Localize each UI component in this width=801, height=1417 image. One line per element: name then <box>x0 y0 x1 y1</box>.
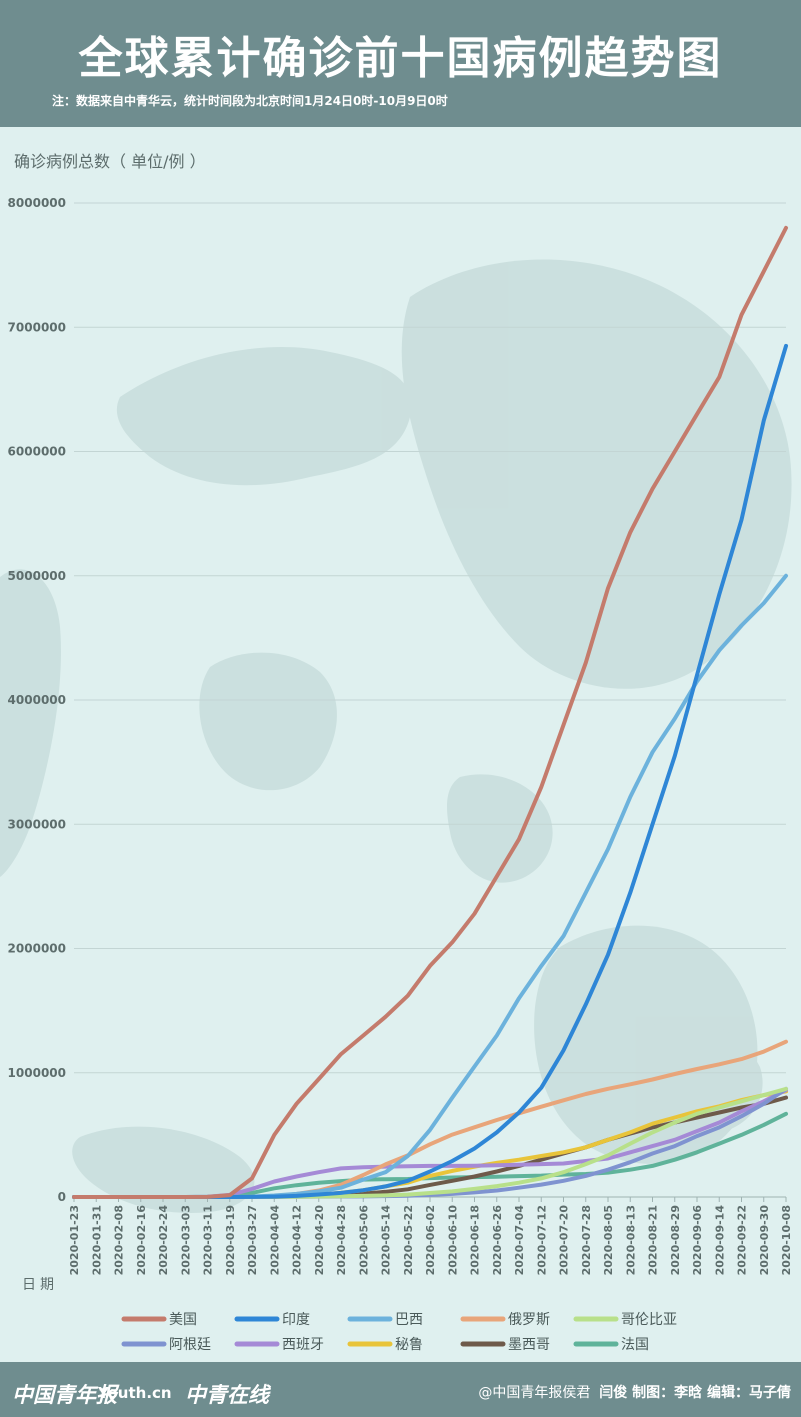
x-tick-label: 2020-03-11 <box>202 1205 215 1275</box>
legend-label: 法国 <box>621 1337 649 1353</box>
x-tick-label: 2020-06-02 <box>424 1205 437 1275</box>
credits-text: 闫俊 制图：李晗 编辑：马子倩 <box>599 1385 791 1401</box>
x-tick-label: 2020-07-28 <box>580 1205 593 1275</box>
x-tick-label: 2020-09-14 <box>713 1205 726 1276</box>
x-tick-label: 2020-08-29 <box>669 1205 682 1275</box>
y-tick-label: 3000000 <box>8 817 66 831</box>
logo-cyd: 中国青年报 <box>12 1382 117 1407</box>
legend-label: 美国 <box>169 1312 197 1328</box>
x-tick-label: 2020-01-23 <box>68 1205 81 1275</box>
legend-label: 哥伦比亚 <box>621 1312 677 1328</box>
x-tick-label: 2020-05-22 <box>402 1205 415 1275</box>
y-tick-label: 0 <box>58 1190 66 1204</box>
x-tick-label: 2020-04-28 <box>335 1205 348 1275</box>
x-tick-label: 2020-08-05 <box>602 1205 615 1275</box>
line-chart: 确诊病例总数（ 单位/例 ） 0 1000000 2000000 3000000 400… <box>0 152 793 1353</box>
x-tick-label: 2020-01-31 <box>90 1205 103 1275</box>
y-tick-label: 1000000 <box>8 1066 66 1080</box>
grid-lines <box>74 202 786 1198</box>
x-tick-label: 2020-06-26 <box>491 1205 504 1276</box>
legend-label: 俄罗斯 <box>508 1312 550 1328</box>
legend-label: 西班牙 <box>282 1337 324 1353</box>
y-tick-label: 5000000 <box>8 569 66 583</box>
x-tick-label: 2020-09-30 <box>758 1205 771 1276</box>
legend-label: 印度 <box>282 1312 310 1328</box>
y-tick-label: 2000000 <box>8 942 66 956</box>
x-axis-label: 日期 <box>22 1277 58 1293</box>
x-tick-label: 2020-09-06 <box>691 1205 704 1276</box>
x-tick-label: 2020-10-08 <box>780 1205 793 1275</box>
x-tick-label: 2020-02-08 <box>113 1205 126 1275</box>
x-tick-label: 2020-06-18 <box>469 1205 482 1275</box>
x-tick-labels: 2020-01-23 2020-01-31 2020-02-08 2020-02-16… <box>68 1197 793 1275</box>
y-tick-label: 4000000 <box>8 693 66 707</box>
footer-bar: 中国青年报 Youth.cn 中青在线 @中国青年报侯君 闫俊 制图：李晗 编辑… <box>0 1362 801 1417</box>
x-tick-label: 2020-09-22 <box>736 1205 749 1275</box>
legend-label: 秘鲁 <box>395 1337 423 1353</box>
logo-youth: Youth.cn <box>98 1384 172 1402</box>
x-tick-label: 2020-08-21 <box>647 1205 660 1275</box>
source-note: 注：数据来自中青华云，统计时间段为北京时间1月24日0时-10月9日0时 <box>52 94 448 108</box>
x-tick-label: 2020-07-20 <box>558 1205 571 1276</box>
header-banner: 全球累计确诊前十国病例趋势图 注：数据来自中青华云，统计时间段为北京时间1月24… <box>0 0 801 127</box>
x-tick-label: 2020-03-19 <box>224 1205 237 1275</box>
x-tick-label: 2020-04-04 <box>268 1205 281 1276</box>
x-tick-label: 2020-04-20 <box>313 1205 326 1276</box>
legend-label: 墨西哥 <box>508 1337 550 1353</box>
y-tick-label: 6000000 <box>8 445 66 459</box>
x-tick-label: 2020-07-12 <box>535 1205 548 1275</box>
x-tick-label: 2020-03-03 <box>179 1205 192 1275</box>
x-tick-label: 2020-05-06 <box>357 1205 370 1276</box>
x-tick-label: 2020-02-24 <box>157 1205 170 1276</box>
logo-cyol: 中青在线 <box>185 1382 269 1407</box>
y-tick-labels: 0 1000000 2000000 3000000 4000000 5000000 6000… <box>8 196 66 1204</box>
credits: @中国青年报侯君 闫俊 制图：李晗 编辑：马子倩 <box>478 1382 791 1402</box>
x-tick-label: 2020-06-10 <box>446 1205 459 1276</box>
legend-label: 巴西 <box>395 1312 423 1328</box>
x-tick-label: 2020-02-16 <box>135 1205 148 1276</box>
legend-label: 阿根廷 <box>169 1337 211 1353</box>
world-map-background <box>0 259 792 1213</box>
series-lines <box>72 225 788 1199</box>
weibo-handle: @中国青年报侯君 <box>478 1385 591 1401</box>
x-tick-label: 2020-03-27 <box>246 1205 259 1275</box>
x-tick-label: 2020-08-13 <box>624 1205 637 1275</box>
page-title: 全球累计确诊前十国病例趋势图 <box>78 33 723 84</box>
x-tick-label: 2020-07-04 <box>513 1205 526 1276</box>
y-tick-label: 7000000 <box>8 320 66 334</box>
y-tick-label: 8000000 <box>8 196 66 210</box>
series-line-美国 <box>72 225 788 1199</box>
x-tick-label: 2020-05-14 <box>380 1205 393 1276</box>
x-tick-label: 2020-04-12 <box>291 1205 304 1275</box>
y-axis-label: 确诊病例总数（ 单位/例 ） <box>14 152 206 171</box>
